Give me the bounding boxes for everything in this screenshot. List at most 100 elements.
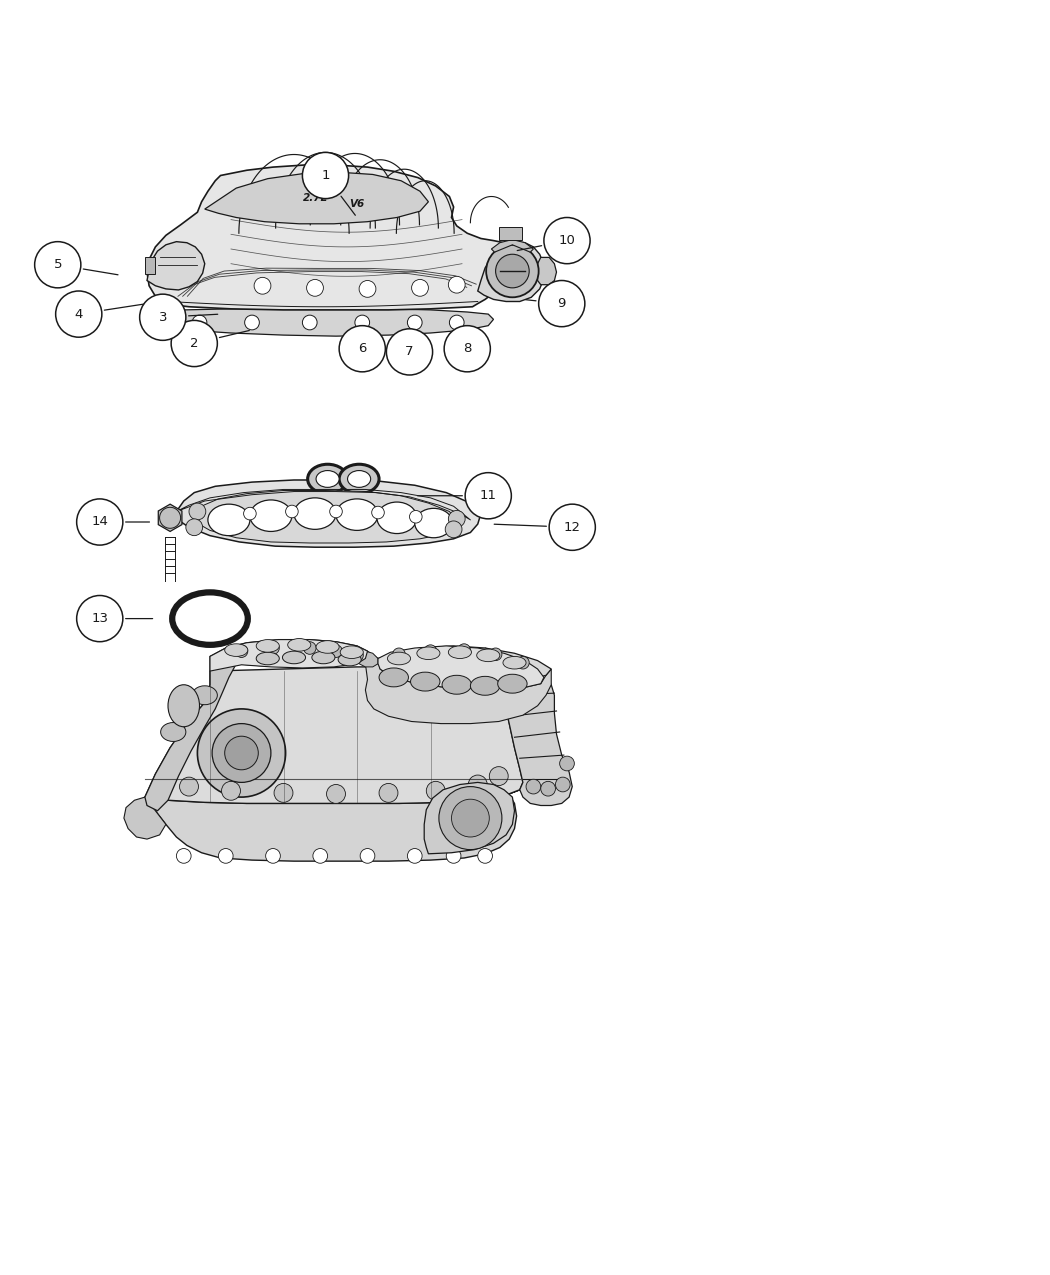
Text: 1: 1 bbox=[321, 170, 330, 182]
Circle shape bbox=[225, 736, 258, 770]
Ellipse shape bbox=[225, 644, 248, 657]
Polygon shape bbox=[145, 667, 523, 803]
Circle shape bbox=[555, 778, 570, 792]
Circle shape bbox=[458, 644, 470, 657]
Text: 11: 11 bbox=[480, 490, 497, 502]
Circle shape bbox=[360, 849, 375, 863]
Text: 3: 3 bbox=[159, 311, 167, 324]
Ellipse shape bbox=[256, 640, 279, 653]
Circle shape bbox=[286, 505, 298, 518]
Ellipse shape bbox=[442, 676, 471, 694]
Polygon shape bbox=[537, 258, 556, 284]
Ellipse shape bbox=[470, 676, 500, 695]
Circle shape bbox=[448, 277, 465, 293]
Circle shape bbox=[339, 325, 385, 372]
Circle shape bbox=[539, 280, 585, 326]
Text: 13: 13 bbox=[91, 612, 108, 625]
Ellipse shape bbox=[503, 657, 526, 669]
Circle shape bbox=[465, 473, 511, 519]
Circle shape bbox=[446, 849, 461, 863]
Circle shape bbox=[222, 782, 240, 801]
Circle shape bbox=[330, 505, 342, 518]
Ellipse shape bbox=[282, 652, 306, 664]
Circle shape bbox=[372, 506, 384, 519]
Polygon shape bbox=[147, 164, 517, 310]
Polygon shape bbox=[378, 646, 544, 688]
Ellipse shape bbox=[448, 646, 471, 658]
Circle shape bbox=[478, 849, 492, 863]
Ellipse shape bbox=[348, 470, 371, 487]
Circle shape bbox=[267, 641, 279, 654]
Ellipse shape bbox=[208, 504, 250, 536]
Circle shape bbox=[445, 521, 462, 538]
Ellipse shape bbox=[316, 640, 339, 653]
Ellipse shape bbox=[186, 603, 234, 635]
Circle shape bbox=[330, 645, 342, 658]
Polygon shape bbox=[357, 652, 378, 667]
Circle shape bbox=[407, 849, 422, 863]
Ellipse shape bbox=[250, 500, 292, 532]
Circle shape bbox=[486, 245, 539, 297]
Text: 4: 4 bbox=[75, 307, 83, 320]
Polygon shape bbox=[365, 652, 551, 724]
Circle shape bbox=[560, 756, 574, 771]
Circle shape bbox=[439, 787, 502, 849]
Text: 2.7L: 2.7L bbox=[302, 193, 328, 203]
Circle shape bbox=[56, 291, 102, 337]
Text: 14: 14 bbox=[91, 515, 108, 529]
Circle shape bbox=[355, 315, 370, 330]
Ellipse shape bbox=[312, 652, 335, 664]
Circle shape bbox=[235, 645, 248, 658]
Polygon shape bbox=[147, 309, 493, 337]
Ellipse shape bbox=[316, 470, 339, 487]
Circle shape bbox=[307, 279, 323, 296]
Ellipse shape bbox=[377, 502, 417, 533]
Polygon shape bbox=[210, 640, 368, 666]
Polygon shape bbox=[478, 242, 544, 301]
Circle shape bbox=[218, 849, 233, 863]
Ellipse shape bbox=[379, 668, 408, 687]
Circle shape bbox=[77, 595, 123, 641]
Circle shape bbox=[549, 504, 595, 551]
Ellipse shape bbox=[411, 672, 440, 691]
Ellipse shape bbox=[415, 509, 453, 538]
Circle shape bbox=[526, 779, 541, 794]
Text: 6: 6 bbox=[358, 342, 366, 356]
Circle shape bbox=[489, 648, 502, 660]
Polygon shape bbox=[483, 648, 572, 806]
Ellipse shape bbox=[339, 464, 379, 493]
Circle shape bbox=[327, 784, 345, 803]
Ellipse shape bbox=[498, 674, 527, 694]
Circle shape bbox=[444, 325, 490, 372]
Text: 8: 8 bbox=[463, 342, 471, 356]
Circle shape bbox=[410, 510, 422, 523]
Ellipse shape bbox=[477, 649, 500, 662]
Ellipse shape bbox=[417, 646, 440, 659]
Ellipse shape bbox=[161, 723, 186, 742]
Polygon shape bbox=[176, 479, 481, 547]
Text: V6: V6 bbox=[350, 199, 364, 209]
Ellipse shape bbox=[288, 639, 311, 652]
Ellipse shape bbox=[387, 653, 411, 664]
Circle shape bbox=[386, 329, 433, 375]
Polygon shape bbox=[159, 504, 182, 532]
Circle shape bbox=[393, 648, 405, 660]
Polygon shape bbox=[145, 783, 523, 861]
Ellipse shape bbox=[168, 685, 200, 727]
Circle shape bbox=[192, 315, 207, 330]
Ellipse shape bbox=[340, 646, 363, 658]
Text: 10: 10 bbox=[559, 235, 575, 247]
Circle shape bbox=[489, 766, 508, 785]
Circle shape bbox=[186, 519, 203, 536]
Text: 2: 2 bbox=[190, 337, 198, 351]
Circle shape bbox=[379, 783, 398, 802]
FancyBboxPatch shape bbox=[145, 258, 155, 274]
Ellipse shape bbox=[308, 464, 348, 493]
Circle shape bbox=[266, 849, 280, 863]
Text: 12: 12 bbox=[564, 520, 581, 534]
Ellipse shape bbox=[256, 653, 279, 664]
Polygon shape bbox=[491, 240, 533, 252]
Polygon shape bbox=[145, 657, 236, 811]
Polygon shape bbox=[205, 172, 428, 224]
Ellipse shape bbox=[171, 701, 196, 720]
